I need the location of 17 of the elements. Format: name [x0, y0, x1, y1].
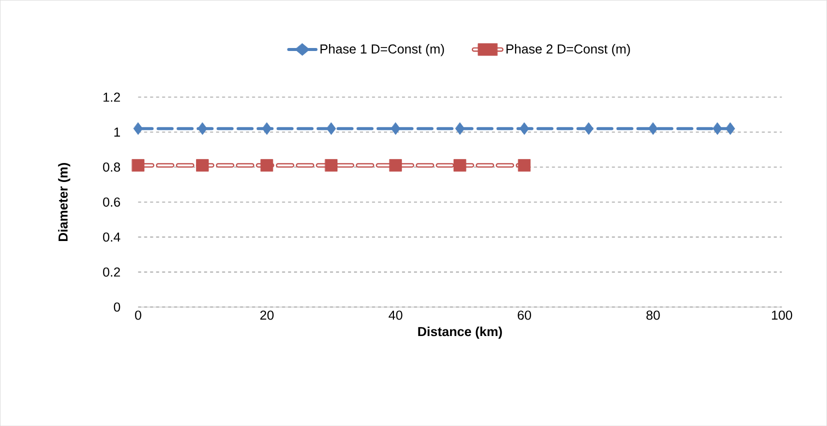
y-tick-label: 0.8 [103, 162, 120, 172]
y-tick-label: 0.2 [103, 267, 120, 277]
x-tick-label: 40 [388, 310, 402, 320]
y-tick-label: 0.4 [103, 232, 120, 242]
x-tick-label: 0 [135, 310, 142, 320]
y-tick-label: 0 [114, 302, 120, 312]
y-tick-label: 1 [114, 128, 120, 137]
y-tick-label: 0.6 [103, 197, 120, 207]
x-tick-label: 20 [260, 310, 274, 320]
y-tick-label: 1.2 [104, 92, 120, 102]
legend-label: Phase 2 D=Const (m) [506, 44, 630, 56]
x-tick-label: 60 [518, 310, 532, 320]
x-tick-label: 100 [772, 310, 792, 320]
y-axis-title: Diameter (m) [58, 162, 70, 241]
x-axis-title: Distance (km) [418, 326, 502, 339]
legend-label: Phase 1 D=Const (m) [320, 44, 444, 56]
x-tick-label: 80 [646, 310, 660, 320]
